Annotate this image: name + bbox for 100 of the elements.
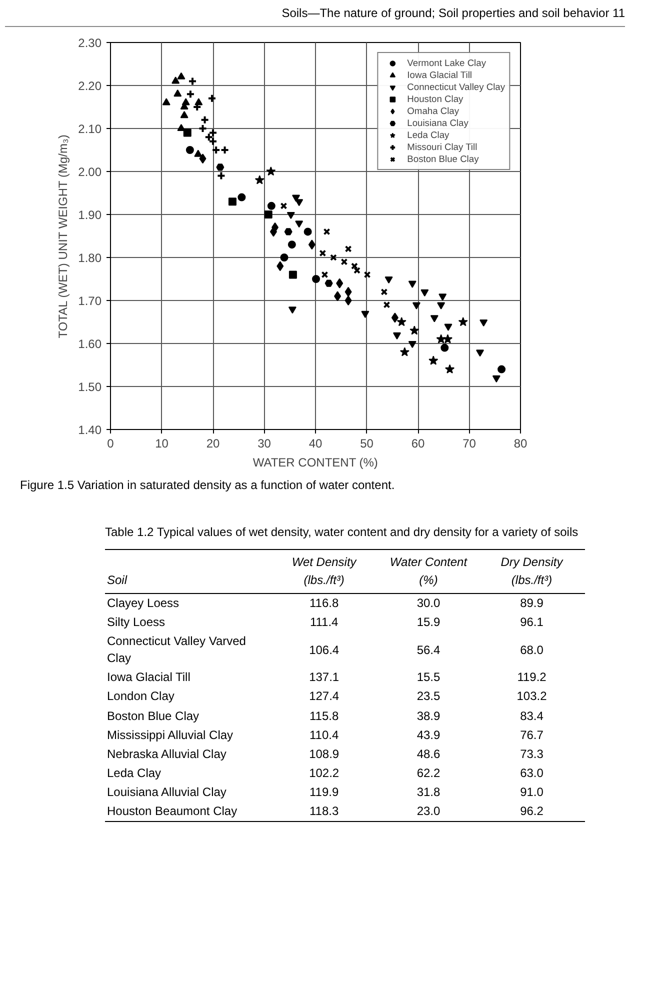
legend-label: Iowa Glacial Till [407,69,472,82]
point [380,288,388,296]
point [270,226,277,237]
x-tick-label: 70 [462,436,476,451]
point [177,124,186,132]
text: Soils—The nature of ground; Soil properties and soil behavior 11 [5,5,625,28]
point [437,302,446,310]
category-label: Leda Clay [106,764,162,782]
point [199,154,206,164]
point [391,312,398,323]
data-label: 56.4 [416,642,442,659]
legend-label: Leda Clay [407,129,450,142]
point [266,166,276,176]
category-label: Iowa Glacial Till [106,669,192,686]
point [264,210,272,219]
data-label: 31.8 [416,784,442,802]
data-label: 110.4 [308,726,340,744]
point [188,76,197,86]
legend-label: Boston Blue Clay [407,153,479,166]
point [364,271,371,278]
point [492,376,500,383]
data-label: 62.2 [416,764,442,782]
point [276,261,284,272]
point [308,240,316,250]
data-label: 111.4 [308,614,340,631]
x-axis-title: WATER CONTENT (%) [252,456,378,470]
point [350,262,358,270]
data-label: 23.0 [416,803,442,820]
data-label: 127.4 [308,688,340,706]
point [340,258,348,266]
point [410,326,420,335]
point [412,302,420,310]
data-label: 91.0 [519,784,544,802]
point [438,294,447,301]
point [330,254,337,262]
data-label: 48.6 [416,746,442,763]
data-label: 38.9 [416,708,442,725]
point [254,175,264,184]
legend-label: Vermont Lake Clay [407,57,486,70]
x-tick-label: 20 [206,436,220,451]
point [334,291,342,302]
point [428,356,438,365]
x-tick-label: 80 [514,436,528,451]
x-tick-label: 10 [155,436,169,451]
point [321,271,328,278]
point [228,198,236,206]
point [186,90,195,99]
point [498,365,506,374]
text: Water Content (%) [388,554,468,589]
text: Wet Density (lbs./ft³) [290,554,358,589]
point [183,128,192,137]
data-label: 119.2 [516,669,548,686]
data-label: 23.5 [416,688,442,706]
point [392,332,401,340]
category-label: Houston Beaumont Clay [106,803,238,820]
point [312,275,320,284]
data-label: 137.1 [308,669,340,686]
data-label: 30.0 [416,594,442,612]
point [400,347,410,356]
point [324,280,333,287]
point [444,324,452,331]
x-tick-label: 40 [308,436,322,451]
category-label: Mississippi Alluvial Clay [106,726,234,744]
point [458,317,468,326]
y-tick-label: 2.20 [78,79,102,94]
point [361,311,370,318]
point [354,267,360,274]
data-label: 108.9 [308,746,340,763]
point [444,364,455,374]
point [280,254,288,262]
point [480,320,488,327]
category-label: Clayey Loess [106,594,180,612]
point [344,296,352,306]
point [186,146,194,154]
text: Dry Density (lbs./ft³) [500,554,564,589]
y-tick-label: 1.50 [78,380,102,394]
text: Soil [106,572,128,589]
point [216,164,224,171]
data-label: 96.2 [519,803,544,820]
caption: Figure 1.5 Variation in saturated density as a function of water content. [20,477,395,494]
point [174,90,182,97]
data-label: 83.4 [519,708,544,725]
point [408,341,416,348]
point [284,228,292,236]
point [430,315,438,322]
data-label: 15.9 [416,614,442,631]
y-axis-title: TOTAL (WET) UNIT WEIGHT (Mg/m₃) [56,134,70,338]
point [216,171,226,180]
data-label: 115.8 [308,708,340,725]
point [177,72,186,80]
y-tick-label: 1.80 [78,251,102,266]
point [280,202,288,210]
point [238,193,246,202]
point [336,278,344,288]
y-tick-label: 1.60 [78,337,102,352]
data-label: 63.0 [519,764,544,782]
y-tick-label: 1.70 [78,294,102,308]
point [194,150,202,157]
category-label: Connecticut Valley Varved Clay [106,632,247,668]
data-label: 15.5 [416,669,442,686]
